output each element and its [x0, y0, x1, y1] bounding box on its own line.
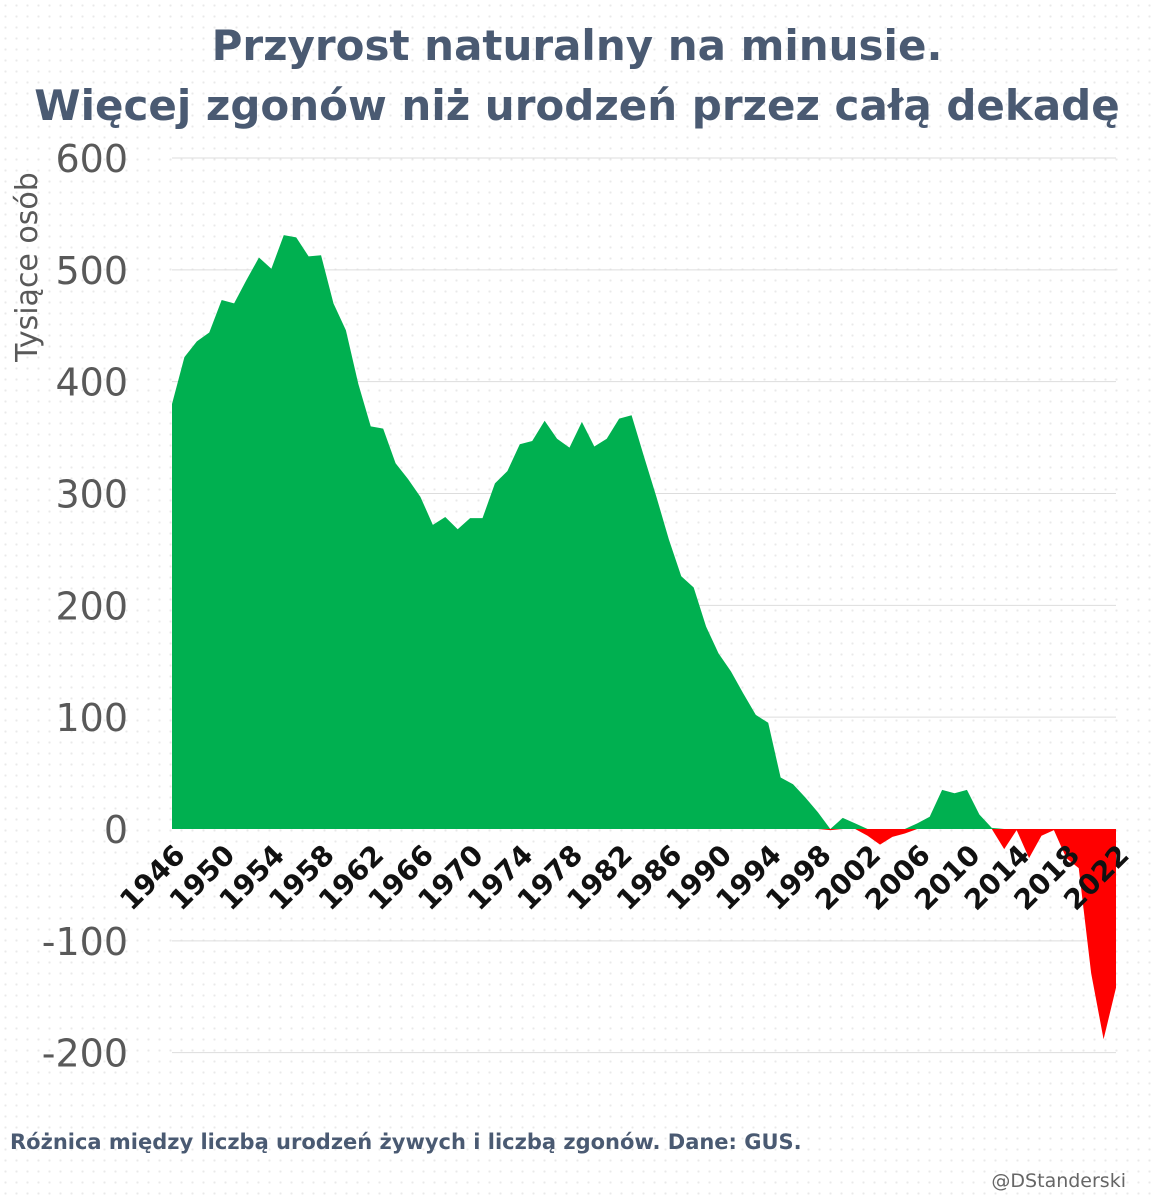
y-tick-label: 300 [55, 473, 128, 517]
chart-title-line-1: Przyrost naturalny na minusie. [211, 21, 943, 70]
y-tick-label: -200 [42, 1032, 128, 1076]
chart-caption: Różnica między liczbą urodzeń żywych i l… [10, 1130, 802, 1154]
y-tick-label: 0 [104, 808, 128, 852]
y-tick-label: 600 [55, 137, 128, 181]
y-tick-label: 500 [55, 249, 128, 293]
y-tick-label: 100 [55, 696, 128, 740]
y-axis-title: Tysiące osób [10, 172, 45, 363]
y-tick-label: -100 [42, 920, 128, 964]
y-tick-label: 200 [55, 584, 128, 628]
series-area-positive [172, 235, 1116, 830]
y-tick-label: 400 [55, 361, 128, 405]
chart-title-line-2: Więcej zgonów niż urodzeń przez całą dek… [34, 81, 1120, 130]
author-credit: @DStanderski [991, 1170, 1126, 1192]
